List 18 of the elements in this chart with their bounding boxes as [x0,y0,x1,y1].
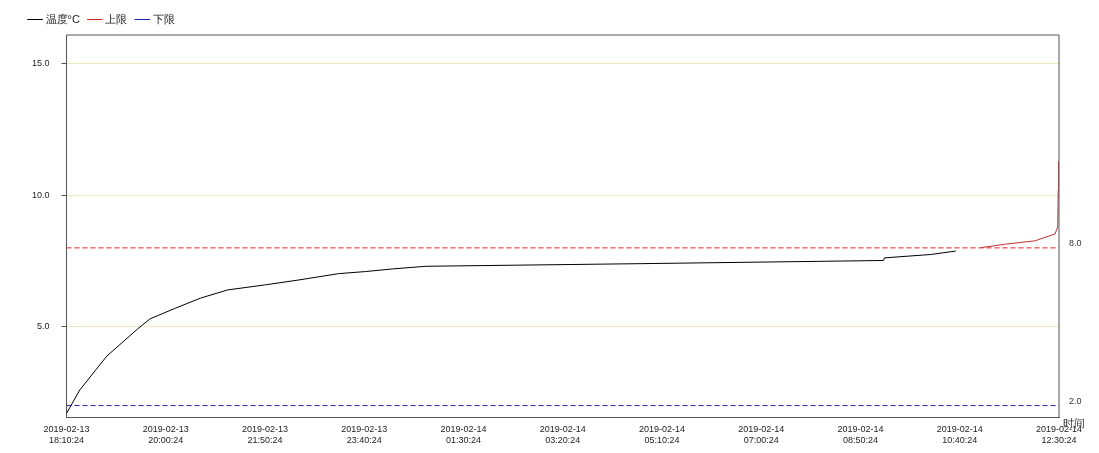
x-tick-label: 2019-02-13 18:10:24 [43,424,90,446]
y-tick-label: 15.0 [31,58,50,69]
annotation: 8.0 [1069,238,1082,249]
x-tick-label: 2019-02-14 03:20:24 [539,424,586,446]
x-tick-label: 2019-02-14 08:50:24 [837,424,884,446]
y-tick-label: 10.0 [31,189,50,200]
x-tick-label: 2019-02-13 20:00:24 [142,424,189,446]
annotation: 2.0 [1069,396,1082,407]
x-tick-label: 2019-02-13 21:50:24 [241,424,289,446]
x-tick-label: 2019-02-14 10:40:24 [936,424,983,446]
x-tick-label: 2019-02-14 05:10:24 [638,424,686,446]
legend-label: 下限 [152,12,175,25]
legend-label: 上限 [105,12,128,25]
y-tick-label: 5.0 [37,321,50,332]
legend-label: 温度°C [45,12,80,25]
x-tick-label: 2019-02-13 23:40:24 [341,424,388,446]
x-tick-label: 2019-02-14 01:30:24 [440,424,487,446]
x-tick-label: 2019-02-14 07:00:24 [738,424,785,446]
